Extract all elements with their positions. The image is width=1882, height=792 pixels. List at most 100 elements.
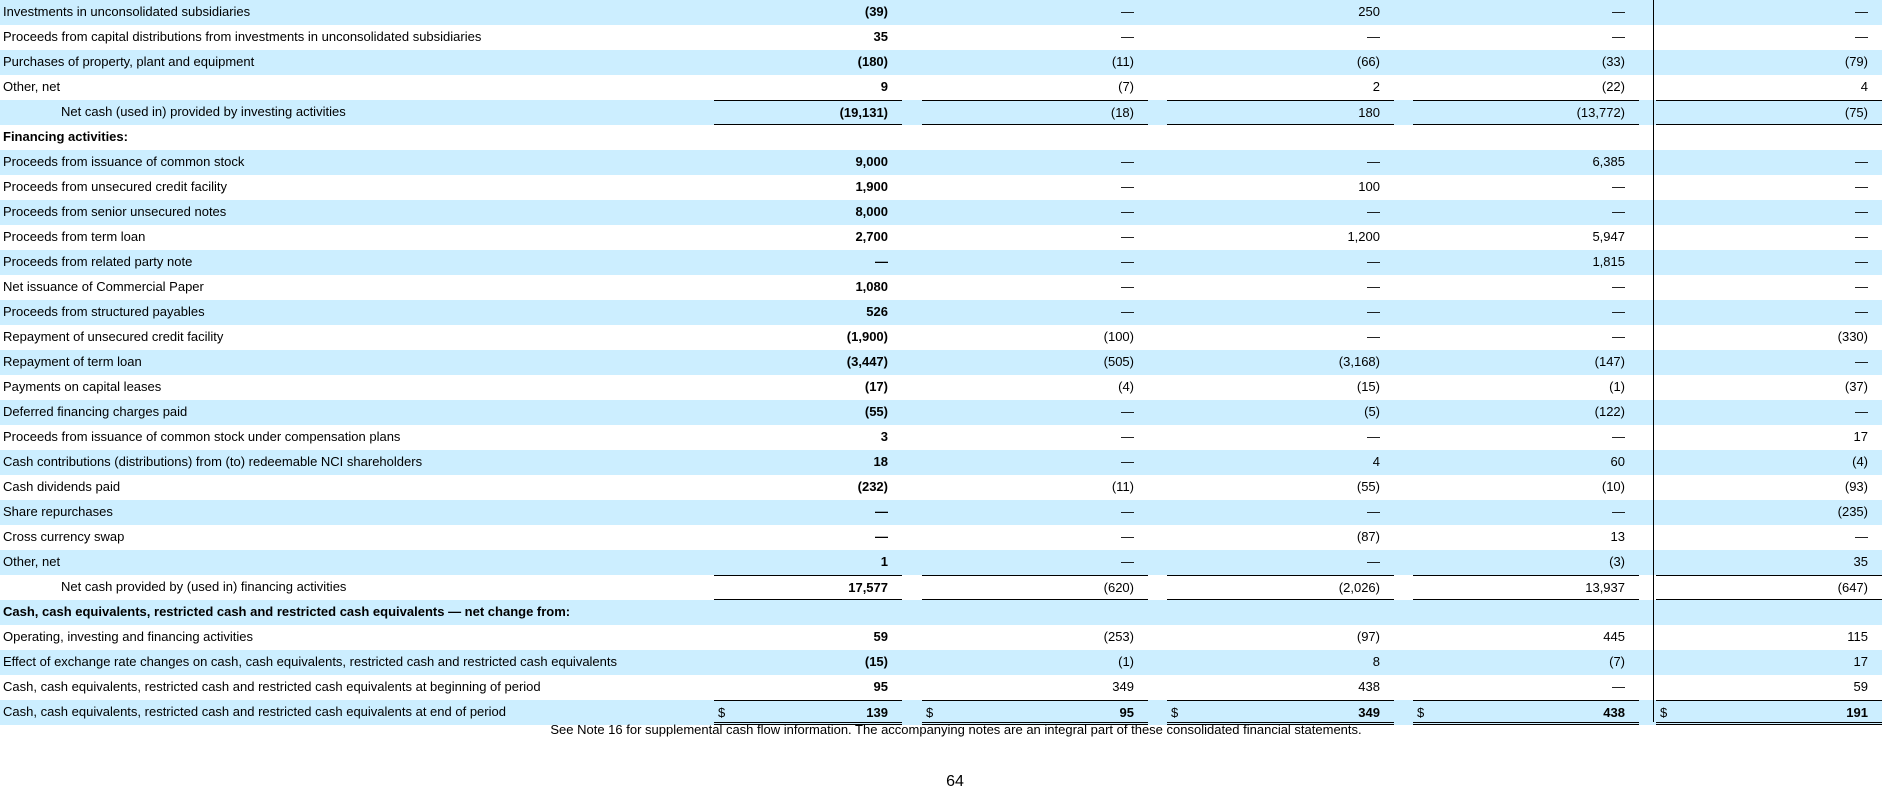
cell-value: 59 bbox=[873, 629, 888, 644]
value-cell: — bbox=[1656, 350, 1882, 375]
currency-symbol: $ bbox=[1660, 705, 1668, 720]
cell-value: (232) bbox=[857, 479, 888, 494]
value-cell: 1,900 bbox=[714, 175, 902, 200]
value-cell: (3,168) bbox=[1167, 350, 1394, 375]
row-label: Investments in unconsolidated subsidiari… bbox=[3, 4, 251, 19]
cell-value: (1,900) bbox=[846, 329, 888, 344]
cell-value: (87) bbox=[1356, 529, 1380, 544]
value-cell: — bbox=[922, 200, 1148, 225]
value-cell: 438 bbox=[1167, 675, 1394, 700]
value-cell: (3,447) bbox=[714, 350, 902, 375]
cell-value: 59 bbox=[1853, 679, 1868, 694]
cell-value: 349 bbox=[1358, 705, 1380, 720]
cell-value: 1,815 bbox=[1592, 254, 1625, 269]
value-cell: — bbox=[714, 250, 902, 275]
value-cell: (87) bbox=[1167, 525, 1394, 550]
value-cell: (55) bbox=[714, 400, 902, 425]
cell-value: 4 bbox=[1372, 454, 1380, 469]
table-row: Cash contributions (distributions) from … bbox=[0, 450, 1882, 475]
value-cell: 5,947 bbox=[1413, 225, 1639, 250]
cell-value: 445 bbox=[1603, 629, 1625, 644]
value-cell: (122) bbox=[1413, 400, 1639, 425]
cell-value: — bbox=[1121, 279, 1134, 294]
row-label: Proceeds from related party note bbox=[3, 254, 193, 269]
cell-value: (253) bbox=[1103, 629, 1134, 644]
cell-value: — bbox=[1855, 29, 1868, 44]
value-cell: — bbox=[1413, 275, 1639, 300]
cell-value: — bbox=[1121, 429, 1134, 444]
value-cell: — bbox=[922, 450, 1148, 475]
value-cell: 60 bbox=[1413, 450, 1639, 475]
value-cell: $191 bbox=[1656, 700, 1882, 725]
cell-value: 6,385 bbox=[1592, 154, 1625, 169]
table-row: Other, net 9 (7) 2 (22) 4 bbox=[0, 75, 1882, 100]
table-row: Net issuance of Commercial Paper 1,080 — — —… bbox=[0, 275, 1882, 300]
currency-symbol: $ bbox=[926, 705, 934, 720]
cell-value: (1) bbox=[1609, 379, 1625, 394]
cell-value: 17 bbox=[1853, 429, 1868, 444]
value-cell: 59 bbox=[714, 625, 902, 650]
value-cell: (75) bbox=[1656, 100, 1882, 125]
value-cell: 180 bbox=[1167, 100, 1394, 125]
table-row: Share repurchases — — — — (235) bbox=[0, 500, 1882, 525]
cell-value: — bbox=[1612, 504, 1625, 519]
currency-symbol: $ bbox=[1417, 705, 1425, 720]
row-label: Net cash provided by (used in) financing… bbox=[61, 579, 347, 594]
cell-value: (647) bbox=[1837, 580, 1868, 595]
cell-value: — bbox=[1121, 29, 1134, 44]
cell-value: (147) bbox=[1594, 354, 1625, 369]
row-label: Proceeds from term loan bbox=[3, 229, 146, 244]
value-cell: (13,772) bbox=[1413, 100, 1639, 125]
value-cell: $349 bbox=[1167, 700, 1394, 725]
cell-value: — bbox=[1121, 504, 1134, 519]
value-cell: 1,200 bbox=[1167, 225, 1394, 250]
table-row: Proceeds from related party note — — — 1,815… bbox=[0, 250, 1882, 275]
row-label: Proceeds from structured payables bbox=[3, 304, 205, 319]
value-cell: (66) bbox=[1167, 50, 1394, 75]
cell-value: 250 bbox=[1358, 4, 1380, 19]
cell-value: — bbox=[1367, 329, 1380, 344]
value-cell: (100) bbox=[922, 325, 1148, 350]
cell-value: 100 bbox=[1358, 179, 1380, 194]
cell-value: — bbox=[1855, 354, 1868, 369]
value-cell: 445 bbox=[1413, 625, 1639, 650]
cell-value: (37) bbox=[1844, 379, 1868, 394]
value-cell: — bbox=[922, 25, 1148, 50]
cell-value: 8,000 bbox=[855, 204, 888, 219]
cell-value: — bbox=[1612, 29, 1625, 44]
cell-value: (11) bbox=[1111, 54, 1134, 69]
cell-value: (55) bbox=[1356, 479, 1380, 494]
row-label: Cross currency swap bbox=[3, 529, 125, 544]
cell-value: (19,131) bbox=[839, 105, 888, 120]
cell-value: — bbox=[1367, 204, 1380, 219]
cell-value: 349 bbox=[1112, 679, 1134, 694]
cell-value: 180 bbox=[1358, 105, 1380, 120]
cell-value: (3,447) bbox=[846, 354, 888, 369]
cell-value: — bbox=[1612, 179, 1625, 194]
table-row: Cross currency swap — — (87) 13 — bbox=[0, 525, 1882, 550]
cell-value: 438 bbox=[1358, 679, 1380, 694]
value-cell: 349 bbox=[922, 675, 1148, 700]
value-cell: (235) bbox=[1656, 500, 1882, 525]
table-row: Proceeds from issuance of common stock 9,… bbox=[0, 150, 1882, 175]
table-row: Deferred financing charges paid (55) — (5) (… bbox=[0, 400, 1882, 425]
value-cell: 8,000 bbox=[714, 200, 902, 225]
table-row: Net cash (used in) provided by investing… bbox=[0, 100, 1882, 125]
cell-value: — bbox=[1367, 279, 1380, 294]
value-cell: — bbox=[1413, 500, 1639, 525]
table-row: Proceeds from term loan 2,700 — 1,200 5,947 — bbox=[0, 225, 1882, 250]
value-cell: (1) bbox=[922, 650, 1148, 675]
value-cell: — bbox=[1413, 200, 1639, 225]
cell-value: 17 bbox=[1853, 654, 1868, 669]
cell-value: (17) bbox=[864, 379, 888, 394]
cell-value: (180) bbox=[857, 54, 888, 69]
cell-value: — bbox=[1612, 304, 1625, 319]
value-cell: 4 bbox=[1167, 450, 1394, 475]
value-cell: 250 bbox=[1167, 0, 1394, 25]
value-cell: — bbox=[714, 500, 902, 525]
cell-value: — bbox=[875, 529, 888, 544]
table-row: Net cash provided by (used in) financing… bbox=[0, 575, 1882, 600]
cell-value: — bbox=[1367, 504, 1380, 519]
cell-value: (97) bbox=[1356, 629, 1380, 644]
cell-value: 60 bbox=[1610, 454, 1625, 469]
